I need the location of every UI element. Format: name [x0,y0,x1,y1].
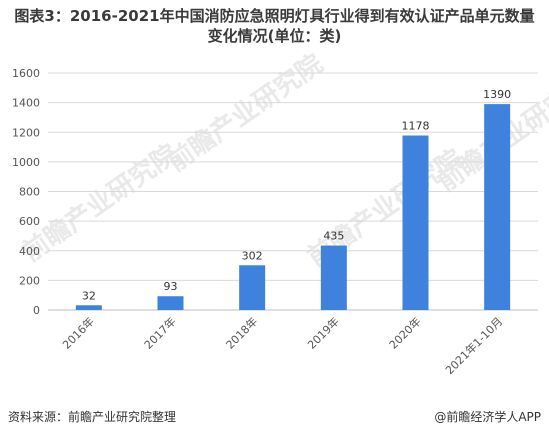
bars [75,104,511,310]
x-tick-label: 2019年 [304,314,341,351]
x-tick-label: 2016年 [59,314,96,351]
y-tick-label: 400 [19,245,40,258]
watermark-layer: 前瞻产业研究院前瞻产业研究院前瞻产业研究院前瞻产业研究院 [17,48,549,273]
y-tick-label: 1200 [12,126,40,139]
watermark-text: 前瞻产业研究院 [17,138,184,268]
x-axis-ticks: 2016年 2017年 2018年 2019年 2020年 2021年1-10月 [59,314,505,377]
data-label: 93 [164,280,178,293]
x-tick-label: 2020年 [386,314,423,351]
data-label: 1390 [483,88,511,101]
y-tick-label: 1400 [12,97,40,110]
x-tick-label: 2017年 [141,314,178,351]
bar [320,245,347,310]
bar [402,135,429,310]
x-tick-label: 2018年 [223,314,260,351]
y-tick-label: 0 [33,304,40,317]
data-label: 435 [323,230,344,243]
chart-title: 图表3：2016-2021年中国消防应急照明灯具行业得到有效认证产品单元数量变化… [14,7,535,45]
data-label: 1178 [402,120,430,133]
bar [239,265,266,310]
y-tick-label: 200 [19,274,40,287]
source-note: 资料来源：前瞻产业研究院整理 [8,410,177,424]
data-label: 32 [82,289,96,302]
gridlines [48,72,538,311]
data-labels: 32 93 302 435 1178 1390 [82,88,511,302]
y-tick-label: 1000 [12,156,40,169]
data-label: 302 [242,249,263,262]
bar [484,104,511,310]
y-tick-label: 1600 [12,67,40,80]
watermark-text: 前瞻产业研究院 [162,48,329,178]
y-tick-label: 600 [19,215,40,228]
credit-note: @前瞻经济学人APP [434,410,541,424]
y-tick-label: 800 [19,186,40,199]
bar [157,296,184,310]
bar [75,305,102,310]
x-tick-label: 2021年1-10月 [442,314,505,377]
y-axis-ticks: 0 200 400 600 800 1000 1200 1400 1600 [12,67,40,317]
